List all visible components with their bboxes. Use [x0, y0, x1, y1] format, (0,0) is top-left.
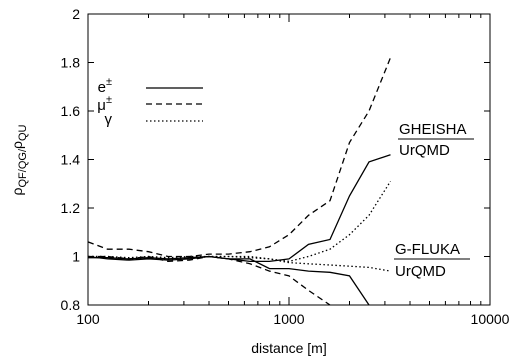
- legend-label-electron: e±: [98, 76, 112, 96]
- plot-frame: [87, 13, 491, 306]
- series-line-gheisha-solid: [88, 154, 391, 263]
- series-line-gheisha-dashed: [88, 57, 392, 258]
- y-axis-label: ρQF/QG/ρQU: [9, 124, 29, 195]
- series-line-g-fluka-dashed: [88, 255, 331, 305]
- series-line-g-fluka-solid: [88, 255, 370, 305]
- y-tick-label: 1: [72, 249, 80, 265]
- annotation-gheisha: GHEISHA: [399, 121, 467, 138]
- legend: e± μ± γ: [97, 76, 203, 128]
- annotation-urqmd-upper: UrQMD: [399, 142, 450, 159]
- y-tick-label: 1.4: [61, 152, 81, 168]
- legend-label-muon: μ±: [97, 94, 112, 114]
- annotation-gfluka: G-FLUKA: [395, 241, 460, 258]
- y-tick-label: 0.8: [61, 297, 81, 313]
- y-tick-label: 1.8: [61, 55, 81, 71]
- legend-label-gamma: γ: [105, 111, 113, 128]
- x-tick-label: 100: [76, 311, 100, 327]
- y-tick-label: 2: [72, 6, 80, 22]
- y-tick-label: 1.2: [61, 200, 81, 216]
- x-tick-label: 10000: [471, 311, 510, 327]
- series-layer: [88, 57, 392, 305]
- x-axis-label: distance [m]: [251, 340, 326, 356]
- axis-ticks: 0.8 1 1.2 1.4 1.6 1.8 2 100 1000 10000: [61, 6, 510, 327]
- series-line-g-fluka-dotted: [88, 255, 391, 272]
- x-tick-label: 1000: [273, 311, 304, 327]
- y-tick-label: 1.6: [61, 103, 81, 119]
- annotation-urqmd-lower: UrQMD: [395, 263, 446, 280]
- series-line-gheisha-dotted: [88, 180, 392, 263]
